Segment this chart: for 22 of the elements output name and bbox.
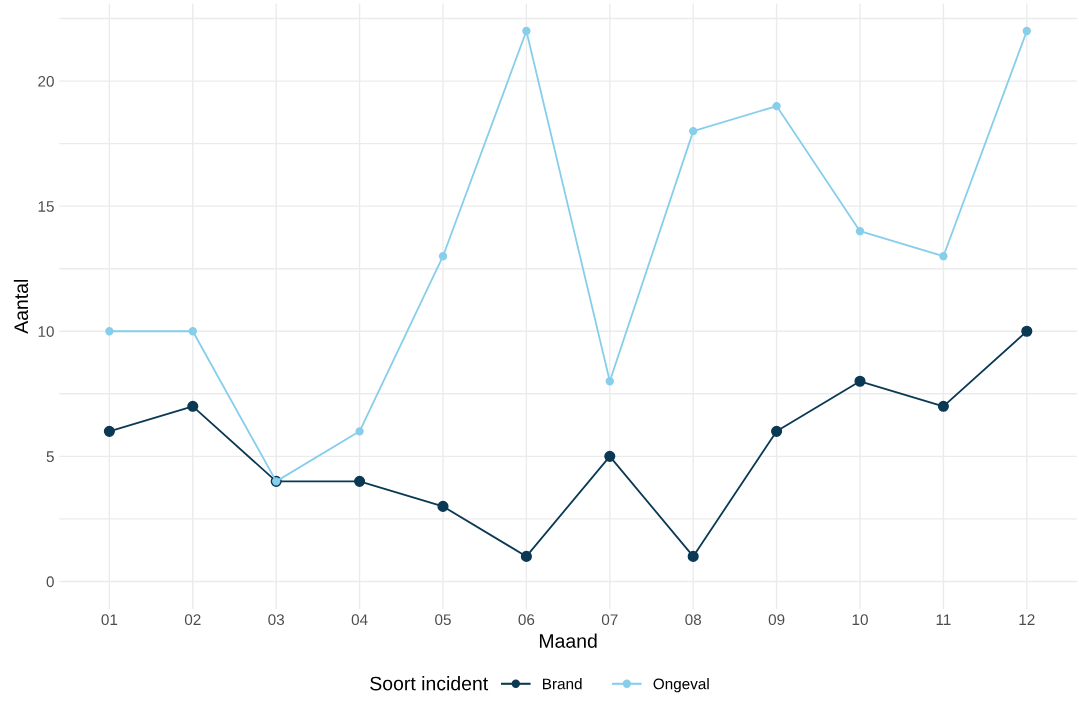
x-tick-label: 02 bbox=[184, 614, 201, 626]
x-tick-label: 10 bbox=[852, 614, 868, 626]
y-tick-label: 10 bbox=[38, 326, 54, 337]
legend-label: Ongeval bbox=[653, 678, 709, 693]
x-axis-title: Maand bbox=[539, 633, 597, 648]
x-tick-label: 09 bbox=[768, 614, 785, 626]
y-tick-label: 15 bbox=[38, 201, 54, 212]
legend-title: Soort incident bbox=[370, 676, 489, 691]
x-tick-label: 03 bbox=[268, 614, 285, 626]
x-tick-label: 07 bbox=[601, 614, 618, 626]
x-tick-label: 04 bbox=[351, 614, 368, 626]
x-tick-label: 01 bbox=[101, 614, 118, 626]
x-tick-label: 08 bbox=[685, 614, 702, 626]
legend-label: Brand bbox=[543, 678, 582, 690]
y-tick-label: 5 bbox=[46, 451, 54, 463]
x-tick-label: 05 bbox=[435, 614, 451, 626]
y-tick-label: 0 bbox=[46, 576, 54, 588]
x-tick-label: 12 bbox=[1019, 614, 1035, 625]
y-axis-title: Aantal bbox=[13, 279, 29, 334]
x-tick-label: 06 bbox=[518, 614, 535, 626]
x-tick-label: 11 bbox=[936, 614, 951, 625]
y-tick-label: 20 bbox=[38, 75, 54, 87]
